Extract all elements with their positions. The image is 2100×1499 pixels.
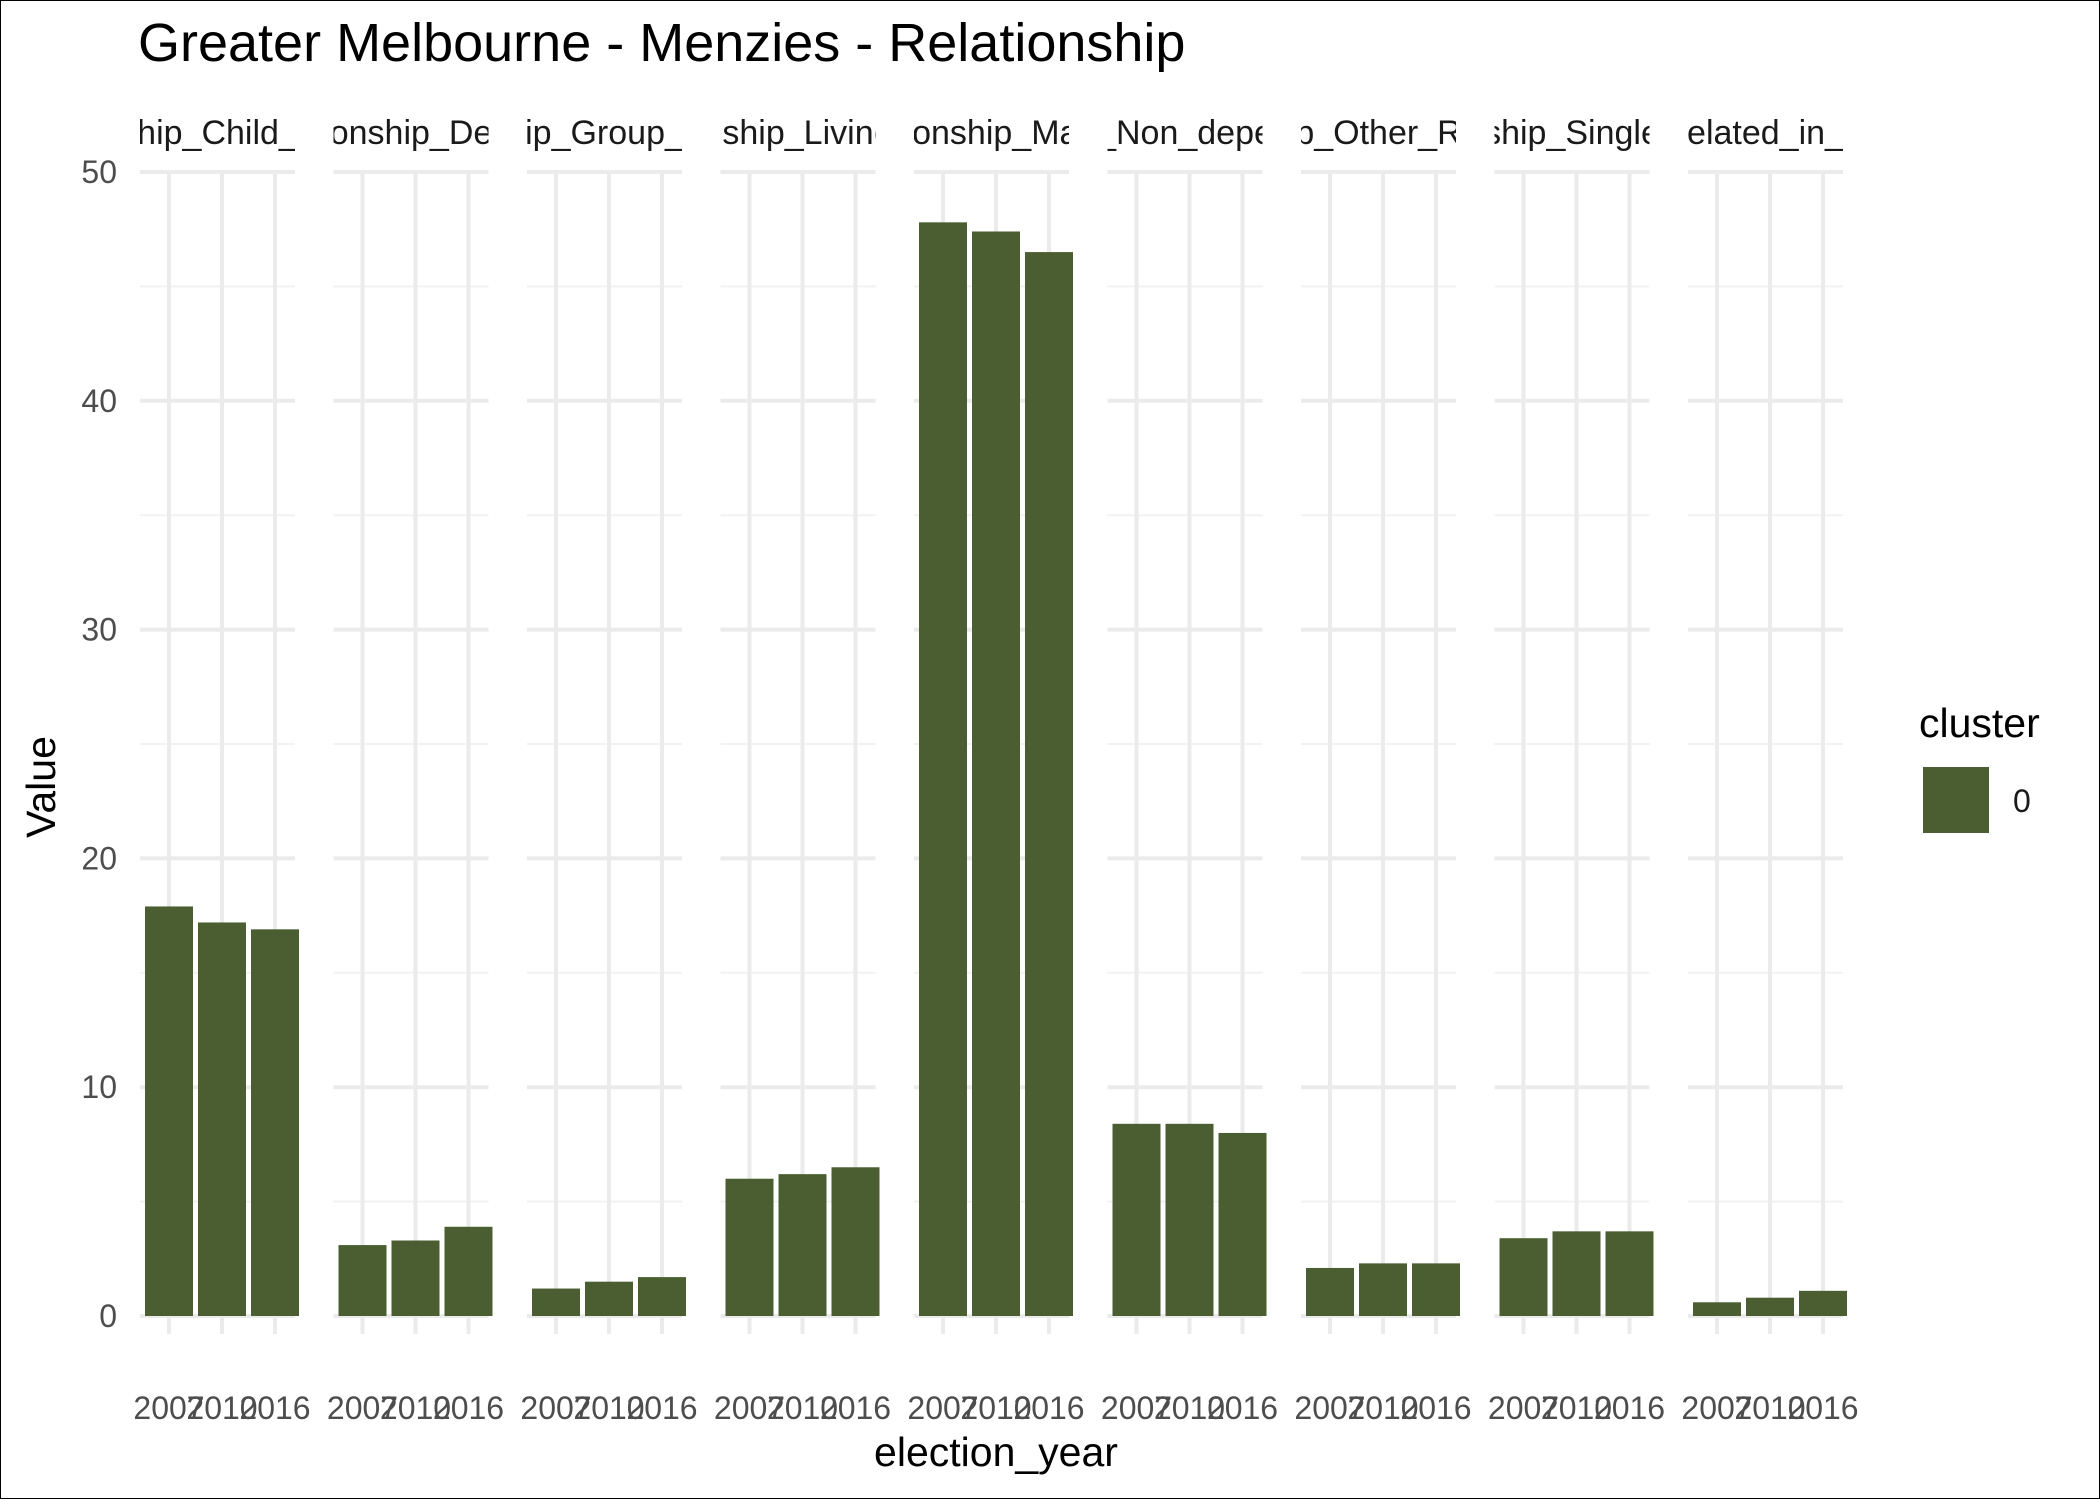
y-tick-label: 50 (81, 154, 117, 190)
facet-strip-label: onship_De (330, 114, 493, 152)
y-tick-label: 20 (81, 840, 117, 876)
x-tick-label: 2016 (1594, 1390, 1665, 1426)
facet-strip-label: elated_in_ (1687, 114, 1845, 152)
facet-strip-label: hip_Child_ (137, 114, 299, 152)
y-axis-title: Value (18, 736, 64, 838)
bar (251, 929, 299, 1316)
bar (831, 1167, 880, 1316)
x-tick-label: 2010 (1734, 1390, 1805, 1426)
x-tick-label: 2007 (1681, 1390, 1752, 1426)
x-tick-label: 2016 (1207, 1390, 1278, 1426)
bar (1112, 1123, 1161, 1316)
bar (1025, 252, 1073, 1317)
chart-title: Greater Melbourne - Menzies - Relationsh… (138, 13, 1185, 73)
bar (198, 922, 246, 1316)
y-tick-label: 40 (81, 383, 117, 419)
bar (585, 1281, 633, 1316)
x-tick-label: 2010 (573, 1390, 644, 1426)
bar (444, 1226, 493, 1316)
x-tick-label: 2007 (907, 1390, 978, 1426)
x-tick-label: 2010 (1347, 1390, 1418, 1426)
legend-entry-label: 0 (2013, 783, 2031, 819)
x-axis-title: election_year (874, 1429, 1118, 1475)
x-tick-label: 2016 (239, 1390, 310, 1426)
x-tick-label: 2016 (1787, 1390, 1858, 1426)
facet-strip-label: ip_Group_ (525, 114, 685, 152)
x-tick-label: 2010 (1541, 1390, 1612, 1426)
x-tick-label: 2016 (820, 1390, 891, 1426)
x-tick-label: 2010 (1154, 1390, 1225, 1426)
x-tick-label: 2007 (1294, 1390, 1365, 1426)
y-tick-label: 30 (81, 612, 117, 648)
x-tick-label: 2010 (960, 1390, 1031, 1426)
bar (725, 1178, 774, 1316)
legend: cluster 0 (1919, 700, 2040, 833)
bar (972, 231, 1020, 1316)
x-tick-label: 2016 (1013, 1390, 1084, 1426)
bar (1412, 1263, 1460, 1316)
legend-key-swatch (1923, 767, 1989, 833)
x-tick-label: 2007 (714, 1390, 785, 1426)
bar (778, 1174, 827, 1316)
bar (1693, 1302, 1741, 1316)
x-tick-label: 2016 (433, 1390, 504, 1426)
y-axis-ticks: 0 10 20 30 40 50 (81, 154, 117, 1334)
facet-strip-label: ship_Single (1484, 114, 1660, 152)
bar (638, 1277, 686, 1316)
bar (145, 906, 193, 1316)
x-tick-label: 2007 (1488, 1390, 1559, 1426)
facet-strip-label: nship_Living (703, 114, 892, 152)
facet-strip-layer: hip_Child_ onship_De ip_Group_ nship_Living… (137, 114, 1845, 152)
x-tick-label: 2016 (626, 1390, 697, 1426)
bar (1746, 1297, 1794, 1316)
bar (1165, 1123, 1214, 1316)
x-tick-label: 2007 (520, 1390, 591, 1426)
bar (1499, 1238, 1548, 1316)
facet-strip-label: _Non_depe (1096, 114, 1273, 152)
x-tick-label: 2010 (186, 1390, 257, 1426)
x-tick-label: 2007 (133, 1390, 204, 1426)
x-tick-label: 2010 (767, 1390, 838, 1426)
bar (338, 1245, 387, 1316)
x-tick-label: 2010 (380, 1390, 451, 1426)
facet-strip-label: p_Other_R (1295, 114, 1461, 152)
bar (1359, 1263, 1407, 1316)
bar (919, 222, 967, 1317)
y-tick-label: 10 (81, 1069, 117, 1105)
bar (1799, 1290, 1847, 1316)
facet-strip-label: ionship_Ma (905, 114, 1079, 152)
bar (1552, 1231, 1601, 1316)
bar (1218, 1132, 1267, 1316)
bar (391, 1240, 440, 1316)
bar (1306, 1267, 1354, 1316)
x-tick-label: 2007 (327, 1390, 398, 1426)
y-tick-label: 0 (99, 1298, 117, 1334)
legend-title: cluster (1919, 700, 2040, 746)
x-tick-label: 2007 (1101, 1390, 1172, 1426)
bar-layer (145, 222, 1847, 1317)
bar (1605, 1231, 1654, 1316)
x-tick-label: 2016 (1400, 1390, 1471, 1426)
bar (532, 1288, 580, 1316)
